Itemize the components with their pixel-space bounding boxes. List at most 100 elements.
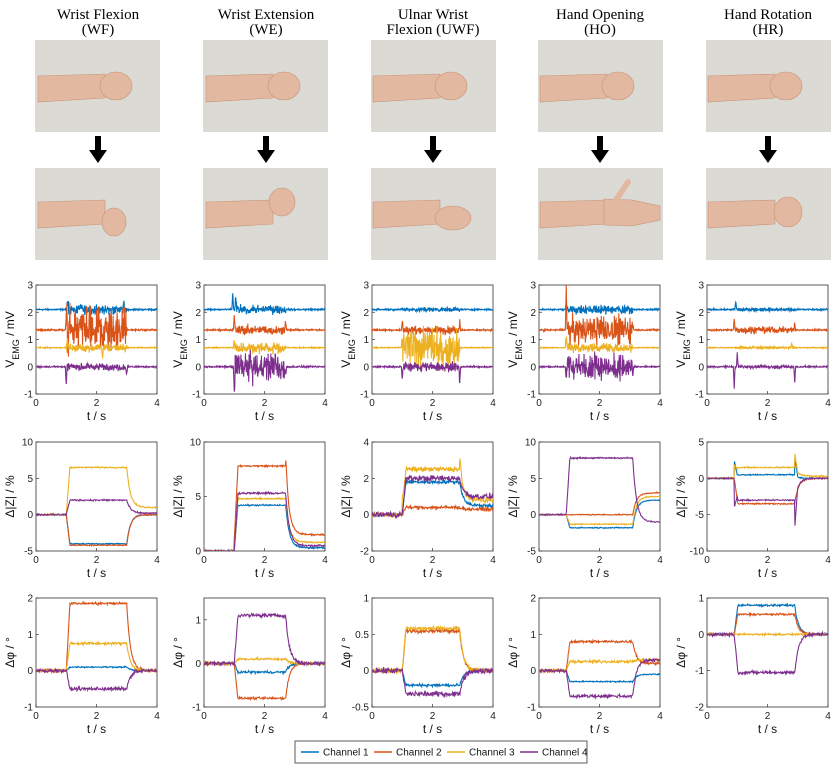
y-tick-label: 0 <box>363 510 369 521</box>
y-tick-label: 3 <box>195 281 201 292</box>
x-tick-label: 4 <box>322 555 328 566</box>
forearm-shape <box>205 199 274 229</box>
y-tick-label: 2 <box>530 594 536 605</box>
series-line-channel-2 <box>707 476 828 506</box>
y-tick-label: 2 <box>530 308 536 319</box>
y-axis-label: Δφ / ° <box>506 637 520 668</box>
fist-shape <box>268 187 296 217</box>
photo-start <box>538 40 663 132</box>
y-tick-label: 1 <box>363 594 369 605</box>
photo-start <box>371 40 496 132</box>
x-tick-label: 0 <box>704 398 710 409</box>
series-line-channel-4 <box>707 352 828 389</box>
x-tick-label: 2 <box>430 711 436 722</box>
series-line-channel-1 <box>204 503 325 551</box>
series-line-channel-2 <box>539 285 660 347</box>
x-tick-label: 4 <box>490 711 496 722</box>
plot-frame <box>706 284 829 395</box>
arrow-shaft <box>263 136 269 150</box>
x-tick-label: 2 <box>597 398 603 409</box>
x-tick-label: 0 <box>369 555 375 566</box>
down-arrow-icon <box>759 136 777 163</box>
y-axis-label-main: V <box>171 360 185 368</box>
series-line-channel-1 <box>707 602 828 637</box>
series-line-channel-2 <box>539 638 660 674</box>
plot-frame <box>371 597 494 708</box>
down-arrow-icon <box>424 136 442 163</box>
y-tick-label: -2 <box>360 547 369 558</box>
y-axis-label-main: V <box>506 360 520 368</box>
column-title-line2: (HR) <box>753 22 784 38</box>
legend-label: Channel 2 <box>396 748 442 759</box>
x-axis-label: t / s <box>87 722 106 736</box>
x-tick-label: 0 <box>201 711 207 722</box>
x-tick-label: 4 <box>657 555 663 566</box>
series-line-channel-4 <box>539 351 660 382</box>
fist-shape <box>769 71 803 101</box>
x-axis-label: t / s <box>590 566 609 580</box>
y-tick-label: 2 <box>363 308 369 319</box>
series-line-channel-1 <box>36 512 157 546</box>
y-axis-label-main: V <box>339 360 353 368</box>
open-hand-shape <box>603 198 661 227</box>
y-tick-label: 10 <box>22 438 34 449</box>
y-tick-label: 3 <box>27 281 33 292</box>
photo-end <box>203 168 328 260</box>
x-tick-label: 2 <box>765 711 771 722</box>
forearm-shape <box>707 73 776 103</box>
arrow-shaft <box>765 136 771 150</box>
x-tick-label: 2 <box>597 555 603 566</box>
series-line-channel-4 <box>372 361 493 384</box>
y-tick-label: 1 <box>27 630 33 641</box>
x-tick-label: 2 <box>430 398 436 409</box>
photo-start <box>35 40 160 132</box>
series-line-channel-4 <box>204 612 325 667</box>
arrow-head <box>424 150 442 163</box>
x-tick-label: 0 <box>33 711 39 722</box>
y-tick-label: 4 <box>363 438 369 449</box>
chart-panel-phase-5: -2 -1 0 1 0 2 4 t / s Δφ / ° <box>674 594 831 737</box>
y-axis-label: VEMG / mV <box>339 311 357 368</box>
series-line-channel-2 <box>204 315 325 336</box>
y-tick-label: -5 <box>695 510 704 521</box>
y-tick-label: 0 <box>363 666 369 677</box>
y-axis-label: Δ|Z| / % <box>506 475 520 518</box>
y-tick-label: 0 <box>698 474 704 485</box>
series-line-channel-4 <box>204 490 325 551</box>
x-tick-label: 0 <box>704 711 710 722</box>
y-axis-label-main: V <box>3 360 17 368</box>
legend-box <box>294 740 588 764</box>
series-line-channel-1 <box>539 300 660 315</box>
series-line-channel-3 <box>372 325 493 372</box>
y-tick-label: 1 <box>195 335 201 346</box>
y-tick-label: -1 <box>695 390 704 401</box>
y-axis-label: Δφ / ° <box>674 637 688 668</box>
x-tick-label: 2 <box>94 555 100 566</box>
x-tick-label: 4 <box>490 555 496 566</box>
column-title-line1: Ulnar Wrist <box>398 7 469 23</box>
x-tick-label: 2 <box>262 555 268 566</box>
x-tick-label: 4 <box>825 398 831 409</box>
series-line-channel-3 <box>707 341 828 351</box>
y-axis-label: Δ|Z| / % <box>339 475 353 518</box>
column-title-line1: Wrist Extension <box>218 7 315 23</box>
plot-frame <box>203 284 326 395</box>
series-line-channel-4 <box>539 657 660 700</box>
series-line-channel-1 <box>36 300 157 319</box>
y-tick-label: 0 <box>363 362 369 373</box>
series-line-channel-1 <box>707 300 828 314</box>
y-tick-label: 1 <box>195 615 201 626</box>
forearm-shape <box>205 73 274 103</box>
chart-panel-impedance_magnitude-2: 0 5 10 0 2 4 t / s Δ|Z| / % <box>171 438 328 581</box>
plot-frame <box>538 284 661 395</box>
photo-end <box>706 168 831 260</box>
y-axis-label: Δφ / ° <box>339 637 353 668</box>
y-axis-label: Δφ / ° <box>3 637 17 668</box>
photo-start <box>203 40 328 132</box>
series-line-channel-2 <box>204 660 325 701</box>
